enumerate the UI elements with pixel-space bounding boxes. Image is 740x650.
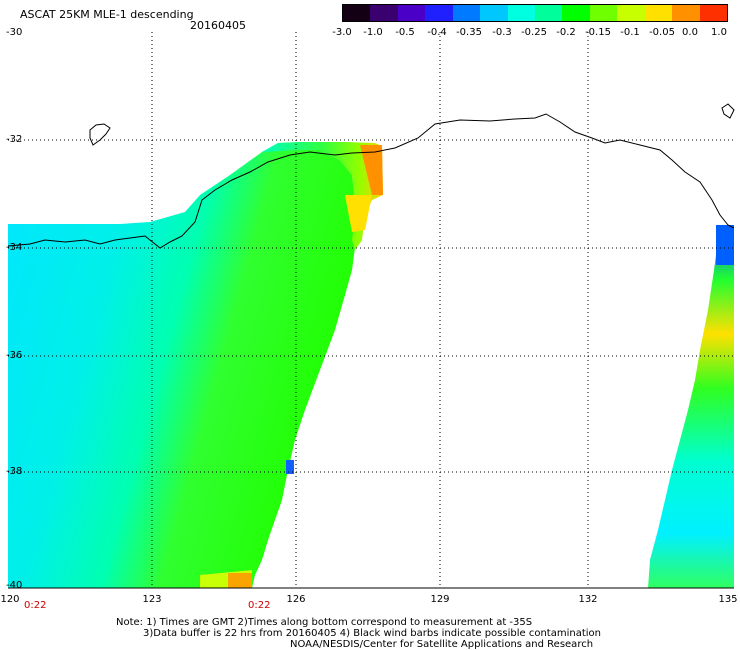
scale-label: -1.0 bbox=[363, 27, 383, 38]
scale-label: -0.25 bbox=[521, 27, 547, 38]
scale-label: -0.2 bbox=[556, 27, 576, 38]
scale-swatch bbox=[425, 5, 454, 21]
scale-swatch bbox=[617, 5, 646, 21]
island bbox=[89, 123, 111, 146]
scale-swatch bbox=[535, 5, 563, 21]
west-swath bbox=[8, 142, 356, 588]
scale-label: -0.5 bbox=[395, 27, 415, 38]
scale-label: -0.1 bbox=[620, 27, 640, 38]
scale-label: 1.0 bbox=[711, 27, 727, 38]
color-scale-bar bbox=[342, 4, 728, 22]
time-label: 0:22 bbox=[24, 600, 47, 611]
lon-label: 129 bbox=[430, 594, 450, 605]
scale-swatch bbox=[644, 5, 673, 21]
scale-swatch bbox=[343, 5, 371, 21]
scale-swatch bbox=[397, 5, 426, 21]
scale-swatch bbox=[672, 5, 701, 21]
product-title: ASCAT 25KM MLE-1 descending bbox=[20, 8, 194, 21]
scale-swatch bbox=[370, 5, 399, 21]
scale-swatch bbox=[699, 5, 728, 21]
lon-label: 126 bbox=[286, 594, 306, 605]
lon-label: 132 bbox=[578, 594, 598, 605]
lat-label: -40 bbox=[6, 580, 23, 591]
blue-spot bbox=[286, 460, 294, 474]
note-line-2: 3)Data buffer is 22 hrs from 20160405 4)… bbox=[143, 628, 601, 639]
north-strip-warm bbox=[360, 145, 383, 195]
island bbox=[721, 103, 735, 119]
lon-label: 135 bbox=[718, 594, 738, 605]
lat-label: -36 bbox=[6, 350, 23, 361]
scale-label: -0.35 bbox=[456, 27, 482, 38]
note-line-1: Note: 1) Times are GMT 2)Times along bot… bbox=[116, 617, 533, 628]
scale-swatch bbox=[452, 5, 481, 21]
east-swath bbox=[648, 225, 734, 588]
scale-label: -0.3 bbox=[492, 27, 512, 38]
scale-label: -0.15 bbox=[585, 27, 611, 38]
lon-label: 123 bbox=[142, 594, 162, 605]
scale-label: -0.05 bbox=[649, 27, 675, 38]
scale-swatch bbox=[507, 5, 536, 21]
scale-label: -3.0 bbox=[332, 27, 352, 38]
note-line-3: NOAA/NESDIS/Center for Satellite Applica… bbox=[290, 639, 594, 650]
north-strip bbox=[262, 142, 383, 250]
product-date: 20160405 bbox=[190, 19, 246, 32]
lat-label: -38 bbox=[6, 466, 23, 477]
north-strip-yellow bbox=[345, 195, 372, 232]
scale-swatch bbox=[562, 5, 591, 21]
scale-swatch bbox=[480, 5, 509, 21]
scale-swatch bbox=[589, 5, 618, 21]
lat-label: -34 bbox=[6, 242, 23, 253]
east-swath-blue bbox=[716, 225, 734, 265]
lon-label: 120 bbox=[0, 594, 20, 605]
lat-label: -30 bbox=[6, 27, 23, 38]
coastline bbox=[7, 113, 735, 249]
graticule bbox=[8, 32, 734, 588]
scale-label: 0.0 bbox=[682, 27, 698, 38]
time-label: 0:22 bbox=[248, 600, 271, 611]
scale-label: -0.4 bbox=[427, 27, 447, 38]
west-swath-warm bbox=[228, 573, 252, 588]
lat-label: -32 bbox=[6, 134, 23, 145]
